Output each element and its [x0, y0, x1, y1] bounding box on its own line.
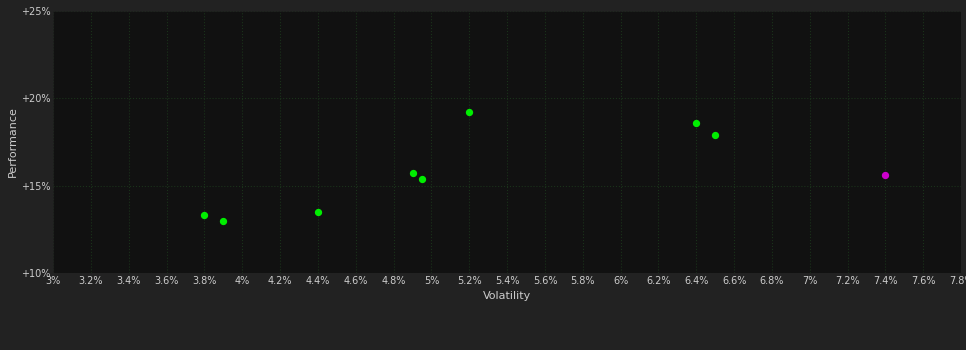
X-axis label: Volatility: Volatility — [483, 291, 531, 301]
Point — [689, 120, 704, 125]
Point — [878, 172, 894, 178]
Point — [707, 132, 723, 138]
Point — [310, 209, 326, 215]
Point — [197, 212, 213, 218]
Point — [414, 176, 430, 181]
Point — [462, 109, 477, 115]
Point — [215, 218, 231, 223]
Point — [405, 170, 420, 176]
Y-axis label: Performance: Performance — [8, 106, 18, 177]
